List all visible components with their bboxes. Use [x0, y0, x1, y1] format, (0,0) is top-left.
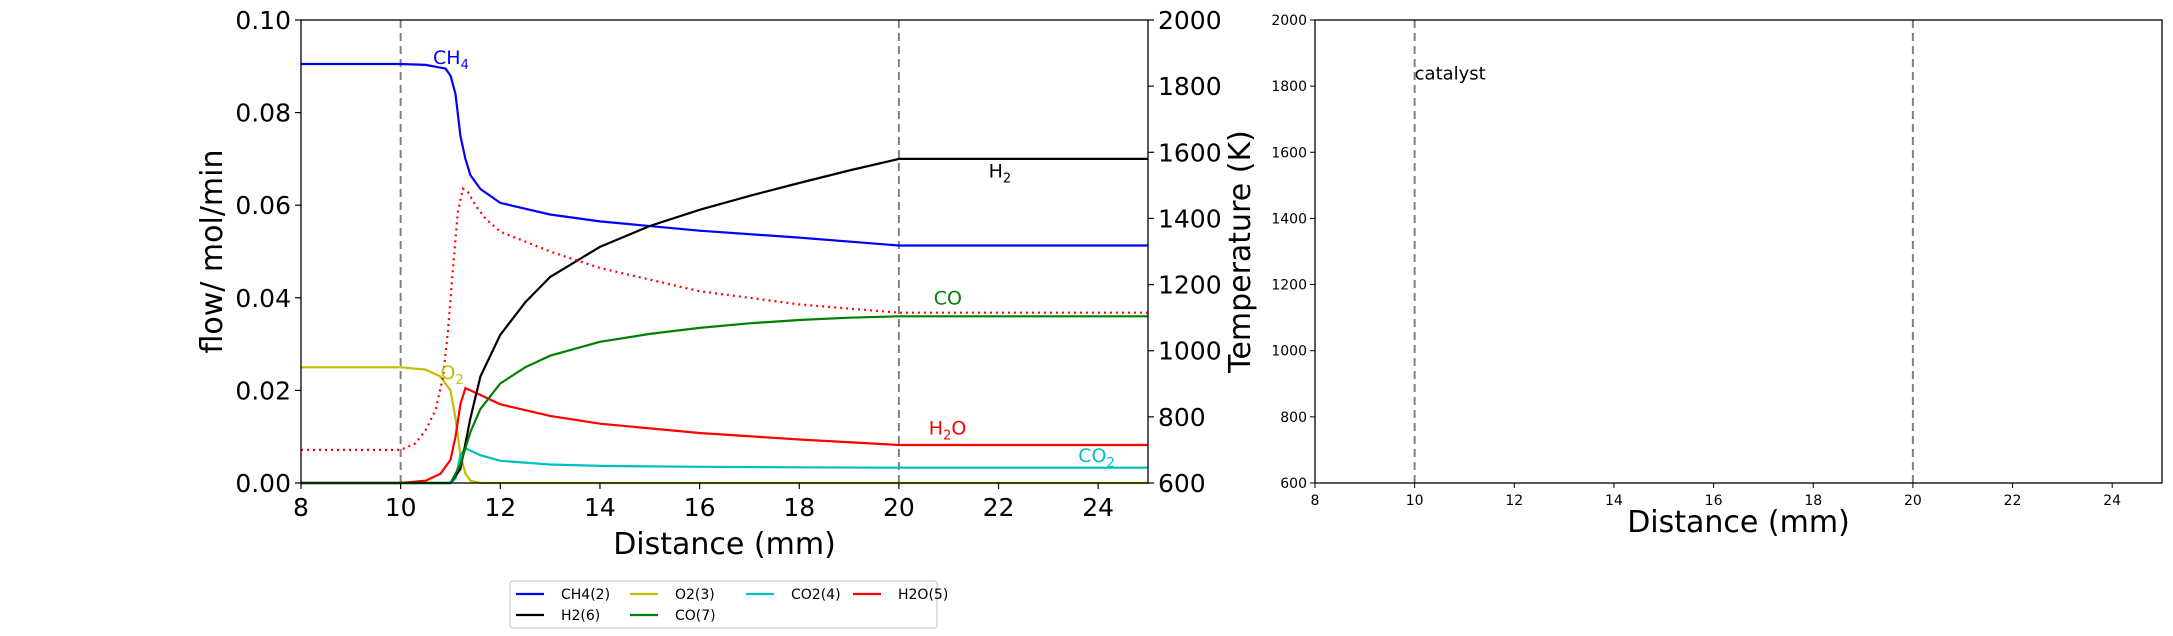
- y-tick-label: 800: [1280, 410, 1307, 426]
- x-tick-label: 14: [1605, 493, 1623, 509]
- x-tick-label: 8: [1311, 493, 1320, 509]
- y-tick-label: 0.00: [235, 469, 291, 498]
- y-tick-label: 0.02: [235, 376, 291, 405]
- series-line-h2o-5: [301, 386, 1148, 485]
- series-line-ch4-2: [301, 62, 1148, 247]
- series-line-o2-3: [301, 366, 1148, 485]
- x-tick-label: 20: [1904, 493, 1922, 509]
- y2-tick-label: 800: [1158, 403, 1206, 432]
- y-tick-label: 2000: [1271, 13, 1307, 29]
- annotation-label: CO: [934, 288, 962, 310]
- catalyst-label: catalyst: [1415, 64, 1486, 85]
- x-tick-label: 24: [2103, 493, 2121, 509]
- right-plot-frame: [1314, 19, 2163, 484]
- x-tick-label: 14: [584, 493, 616, 522]
- y-tick-label: 0.08: [235, 99, 291, 128]
- legend: CH4(2) O2(3) CO2(4) H2O(5) H2(6) CO(7): [509, 580, 948, 629]
- y2-tick-label: 1400: [1158, 204, 1222, 233]
- x-tick-label: 22: [983, 493, 1015, 522]
- x-tick-label: 10: [385, 493, 417, 522]
- x-tick-label: 10: [1406, 493, 1424, 509]
- x-tick-label: 16: [684, 493, 716, 522]
- annotation-label: H2: [989, 160, 1012, 186]
- y-tick-label: 1400: [1271, 211, 1307, 227]
- y2-tick-label: 1800: [1158, 72, 1222, 101]
- annotation-label: O2: [441, 362, 464, 388]
- temperature-line: [301, 186, 1148, 451]
- y-tick-label: 0.10: [235, 6, 291, 35]
- annotation-label: H2O: [929, 417, 967, 443]
- series-line-co2-4: [301, 446, 1148, 485]
- series-line-co-7: [301, 315, 1148, 485]
- y-tick-label: 0.06: [235, 191, 291, 220]
- y-tick-label: 600: [1280, 476, 1307, 492]
- left-chart-panel: 8 10 12 14 16 18 20 22 24 0.00 0.02 0.04 0.06 0.08 0.1…: [195, 6, 1258, 562]
- legend-label-h2o-5: H2O(5): [898, 587, 948, 603]
- x-tick-label: 18: [783, 493, 815, 522]
- y-tick-label: 1800: [1271, 79, 1307, 95]
- series-line-h2-6: [301, 157, 1148, 485]
- x-tick-label: 12: [484, 493, 516, 522]
- y-tick-label: 1600: [1271, 145, 1307, 161]
- y2-tick-label: 1600: [1158, 138, 1222, 167]
- left-plot-frame: [300, 19, 1149, 484]
- x-axis-label: Distance (mm): [613, 527, 836, 562]
- y-tick-label: 1000: [1271, 344, 1307, 360]
- y2-axis-label: Temperature (K): [1223, 130, 1258, 374]
- x-axis-label: Distance (mm): [1627, 505, 1850, 540]
- y2-tick-label: 1200: [1158, 271, 1222, 300]
- legend-label-ch4-2: CH4(2): [561, 587, 610, 603]
- y-tick-label: 1200: [1271, 278, 1307, 294]
- legend-label-o2-3: O2(3): [675, 587, 715, 603]
- x-tick-label: 16: [1705, 493, 1723, 509]
- y-tick-label: 0.04: [235, 284, 291, 313]
- x-tick-label: 20: [883, 493, 915, 522]
- annotation-label: CH4: [433, 47, 469, 73]
- y2-tick-label: 1000: [1158, 337, 1222, 366]
- x-tick-label: 18: [1804, 493, 1822, 509]
- y2-tick-label: 600: [1158, 469, 1206, 498]
- y2-tick-label: 2000: [1158, 6, 1222, 35]
- x-tick-label: 24: [1082, 493, 1114, 522]
- annotation-label: CO2: [1078, 445, 1115, 471]
- y-axis-label: flow/ mol/min: [195, 149, 230, 353]
- x-tick-label: 22: [2004, 493, 2022, 509]
- right-chart-panel: 8 10 12 14 16 18 20 22 24 600 800 1000 1200 1400 1600 1…: [1271, 13, 2163, 540]
- x-tick-label: 12: [1505, 493, 1523, 509]
- legend-label-co-7: CO(7): [675, 608, 716, 624]
- x-tick-label: 8: [293, 493, 309, 522]
- legend-label-h2-6: H2(6): [561, 608, 600, 624]
- legend-label-co2-4: CO2(4): [791, 587, 841, 603]
- legend-box: [509, 580, 938, 629]
